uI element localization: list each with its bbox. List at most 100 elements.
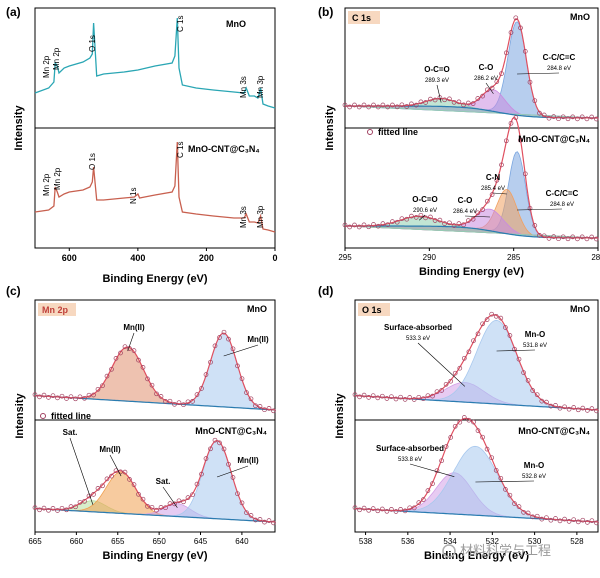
peak-label: Surface-absorbed [376,444,444,453]
data-point-bottom [262,519,267,525]
peak-label: C-O [479,63,494,72]
data-point-top [399,102,405,108]
data-point-bottom [566,519,572,524]
data-point-top [493,313,499,319]
panel-b-tick-label: 295 [338,253,352,262]
panel-d-tick-label: 536 [401,537,415,546]
data-point-bottom [271,520,276,526]
data-point-top [41,392,47,398]
panel-a-tick-label: 400 [130,253,145,263]
data-point-bottom [553,516,558,521]
data-point-top [370,393,376,399]
data-point-bottom [208,446,213,452]
data-point-bottom [393,509,399,514]
peak-leader [417,342,466,387]
data-point-top [163,399,168,404]
legend-label: fitted line [51,411,91,421]
panel-d-tick-label: 534 [443,537,457,546]
data-point-top [154,391,159,397]
panel-d-tick-label: 528 [570,537,584,546]
data-point-top [570,114,576,120]
data-point-top [64,396,69,401]
data-point-top [466,349,472,355]
peak-value: 533.3 eV [406,336,430,342]
panel-c-tick-label: 645 [194,537,208,546]
panel-c-xlabel: Binding Energy (eV) [102,550,207,562]
data-point-top [584,116,590,122]
peak-label: Mn(II) [123,323,145,332]
data-point-bottom [248,513,254,518]
peak-leader [216,465,249,478]
data-point-bottom [466,417,472,423]
data-point-top [253,403,258,409]
data-point-top [494,79,500,84]
data-point-bottom [585,520,590,525]
fit-component-top [354,319,599,411]
data-point-bottom [521,509,526,515]
legend-marker [367,129,373,135]
peak-leader [485,82,494,94]
data-point-bottom [371,222,376,227]
peak-label: C-N [486,173,500,182]
watermark-text: 材料科学与工程 [460,543,551,558]
peak-leader [109,454,122,477]
data-point-bottom [389,507,394,512]
data-point-bottom [399,216,405,222]
peak-value: 284.8 eV [550,202,574,208]
panel-c-frame [34,299,276,533]
data-point-top [136,357,141,363]
data-point-top [266,406,272,411]
panel-c-tick-label: 655 [111,537,125,546]
data-point-bottom [562,516,567,522]
data-point-bottom [194,481,200,487]
data-point-bottom [390,219,395,224]
data-point-top [375,395,381,401]
peak-leader [517,208,563,211]
data-point-top [366,395,372,400]
data-point-bottom [425,488,431,493]
data-point-top [512,346,517,352]
survey-sample-label: MnO-CNT@C₃N₄ [188,144,260,154]
data-point-top [544,399,549,405]
peak-label: Mn-O [525,330,545,339]
peak-leader [496,349,536,352]
data-point-bottom [352,505,358,510]
data-point-bottom [507,492,513,498]
survey-peak-label: O 1s [88,35,97,52]
data-point-bottom [167,501,173,506]
data-point-top [352,102,357,108]
data-point-top [447,96,452,102]
legend-marker [40,413,46,419]
panel-b-top-label: MnO [570,12,590,22]
data-point-bottom [423,215,428,221]
data-point-bottom [217,440,222,446]
data-point-bottom [55,508,60,513]
data-point-bottom [140,496,146,502]
data-point-top [475,331,481,337]
panel-c-ylabel: Intensity [14,393,26,439]
data-point-bottom [176,498,182,504]
data-point-bottom [407,505,413,511]
data-point-top [418,99,424,105]
data-point-bottom [556,236,561,242]
data-point-top [432,97,438,103]
data-point-top [425,393,431,399]
data-point-top [430,393,435,399]
survey-peak-label: O 1s [88,153,97,170]
data-point-top [439,388,444,393]
data-point-bottom [379,506,385,512]
data-point-top [361,392,367,398]
data-point-bottom [122,469,128,475]
data-point-top [457,365,463,371]
data-point-bottom [402,508,408,514]
panel-d-bottom-label: MnO-CNT@C₃N₄ [518,426,590,436]
data-point-bottom [589,518,595,524]
data-point-top [185,399,191,405]
data-point-top [100,383,105,389]
data-point-top [68,394,74,400]
peak-value: 531.8 eV [523,343,547,349]
panel-d-letter: (d) [318,284,333,298]
data-point-top [548,403,554,409]
panel-a-letter: (a) [6,5,21,19]
survey-line-mno [34,17,276,109]
